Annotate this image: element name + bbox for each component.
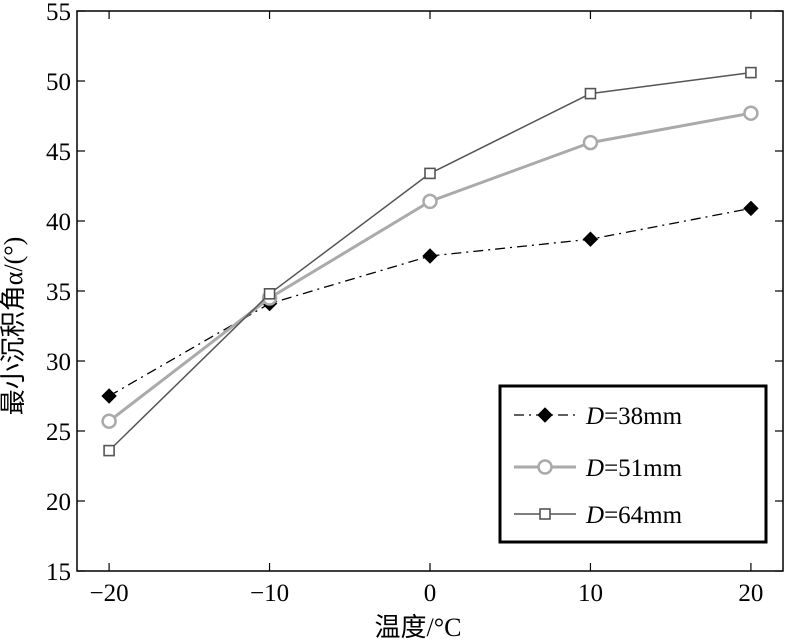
series-line [108,207,752,397]
data-point [103,444,115,457]
legend-label-variable: D [585,455,604,482]
x-axis-label: 温度/°C [375,613,462,642]
series-1 [101,105,759,429]
legend-label: D=38mm [585,403,683,430]
y-axis: 15 20 25 30 35 40 45 50 55 [46,0,783,586]
data-point [263,287,276,300]
legend-label-variable: D [585,403,604,430]
y-tick-label: 35 [46,279,71,306]
x-tick-label: −10 [250,580,289,607]
series-0 [101,200,759,404]
x-tick-label: 20 [738,580,763,607]
series-2 [103,66,757,457]
y-tick-label: 20 [46,489,71,516]
y-tick-label: 30 [46,349,71,376]
legend-item: D=38mm [514,403,683,430]
y-tick-label: 45 [46,139,71,166]
data-point [584,87,597,100]
y-tick-label: 55 [46,0,71,26]
data-point [422,193,438,210]
y-axis-label: 最小沉积角α/(°) [0,237,28,416]
x-tick-label: −20 [90,580,129,607]
legend-marker [537,459,553,475]
y-tick-label: 15 [46,559,71,586]
legend-label-variable: D [585,502,604,529]
legend-marker [539,508,551,520]
data-point [743,105,759,121]
data-point [422,248,438,264]
y-tick-label: 50 [46,69,71,96]
data-point [743,200,759,217]
data-point [101,413,117,429]
x-tick-label: 0 [424,580,437,607]
data-point [745,66,757,79]
x-axis: −20 −10 0 10 20 [90,11,763,607]
data-point [582,134,599,151]
y-tick-label: 40 [46,209,71,236]
legend-label: D=51mm [585,455,683,482]
legend-label-value: =38mm [604,403,683,430]
legend-label: D=64mm [585,502,683,529]
x-tick-label: 10 [578,580,603,607]
data-point [582,231,599,247]
legend-label-value: =64mm [604,502,683,529]
legend-item: D=64mm [514,502,683,529]
legend-marker [537,407,553,423]
series-line [108,111,752,423]
legend-label-value: =51mm [604,455,683,482]
legend-item: D=51mm [514,455,683,482]
data-point [424,167,436,180]
series-layer [101,66,759,457]
data-point [101,388,117,404]
y-tick-label: 25 [46,419,71,446]
